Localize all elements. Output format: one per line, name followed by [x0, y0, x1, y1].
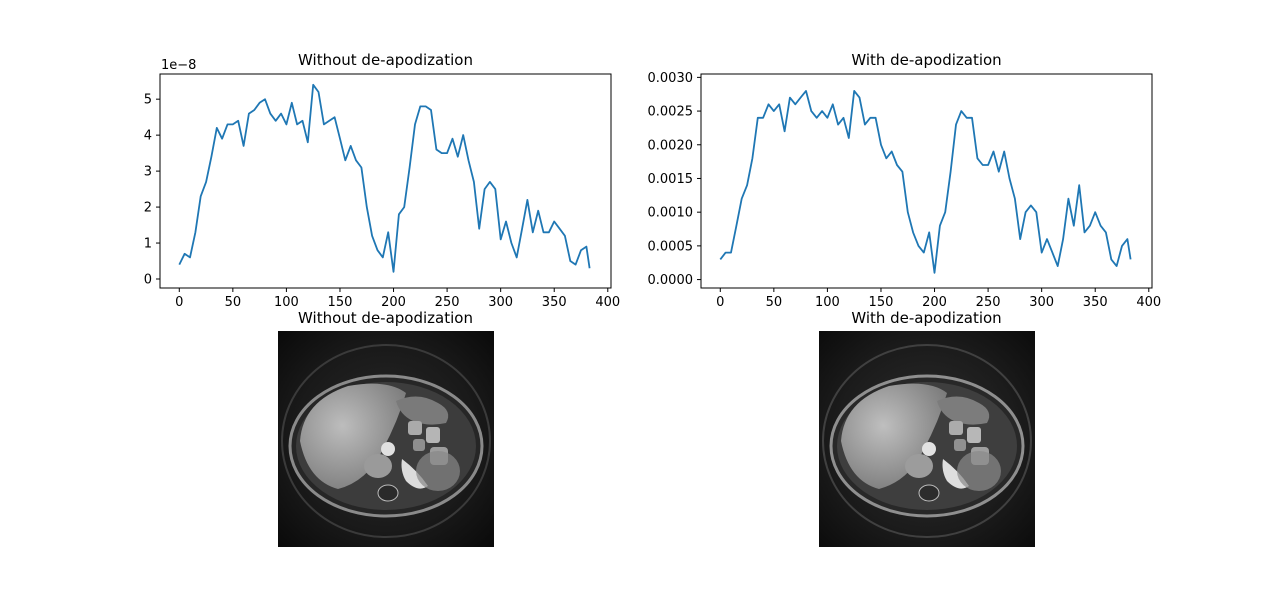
x-tick-label: 400	[1136, 295, 1161, 310]
y-tick-label: 0.0015	[648, 172, 694, 187]
y-tick-label: 1	[144, 237, 152, 252]
axes-frame	[700, 73, 1153, 289]
plot-without-de-apodization: Without de-apodization 1e−8 0 50 100 150 200…	[144, 51, 620, 310]
y-tick-label: 0.0025	[648, 105, 694, 120]
x-tick-label: 100	[815, 295, 840, 310]
y-tick-label: 3	[144, 165, 152, 180]
x-tick-label: 350	[1083, 295, 1108, 310]
series-line	[178, 83, 591, 273]
y-tick-label: 0.0020	[648, 138, 694, 153]
axes-frame	[159, 73, 612, 289]
y-tick-label: 0.0005	[648, 239, 694, 254]
x-tick-label: 400	[595, 295, 620, 310]
y-tick-label: 0.0030	[648, 71, 694, 86]
x-tick-label: 50	[225, 295, 242, 310]
plot-title: With de-apodization	[851, 51, 1001, 69]
plot-with-de-apodization: With de-apodization 0 50 100 150 200 250 300 35…	[648, 51, 1162, 310]
x-tick-label: 200	[922, 295, 947, 310]
mri-image-with-de-apodization	[819, 331, 1035, 547]
offset-label: 1e−8	[161, 58, 196, 73]
x-tick-label: 50	[766, 295, 783, 310]
y-tick-label: 4	[144, 129, 152, 144]
x-tick-label: 200	[381, 295, 406, 310]
x-tick-label: 150	[328, 295, 353, 310]
x-tick-label: 0	[175, 295, 183, 310]
image-title-right: With de-apodization	[851, 309, 1001, 327]
y-tick-label: 5	[144, 93, 152, 108]
y-tick-label: 0.0010	[648, 206, 694, 221]
plot-title: Without de-apodization	[298, 51, 473, 69]
x-tick-label: 250	[435, 295, 460, 310]
x-tick-label: 300	[488, 295, 513, 310]
image-title-left: Without de-apodization	[298, 309, 473, 327]
series-line	[719, 90, 1132, 274]
x-tick-label: 0	[716, 295, 724, 310]
y-tick-label: 0.0000	[648, 273, 694, 288]
y-tick-label: 0	[144, 273, 152, 288]
x-tick-label: 100	[274, 295, 299, 310]
x-tick-label: 250	[976, 295, 1001, 310]
y-tick-label: 2	[144, 201, 152, 216]
x-tick-label: 300	[1029, 295, 1054, 310]
mri-image-without-de-apodization	[278, 331, 494, 547]
x-tick-label: 350	[542, 295, 567, 310]
x-tick-label: 150	[869, 295, 894, 310]
